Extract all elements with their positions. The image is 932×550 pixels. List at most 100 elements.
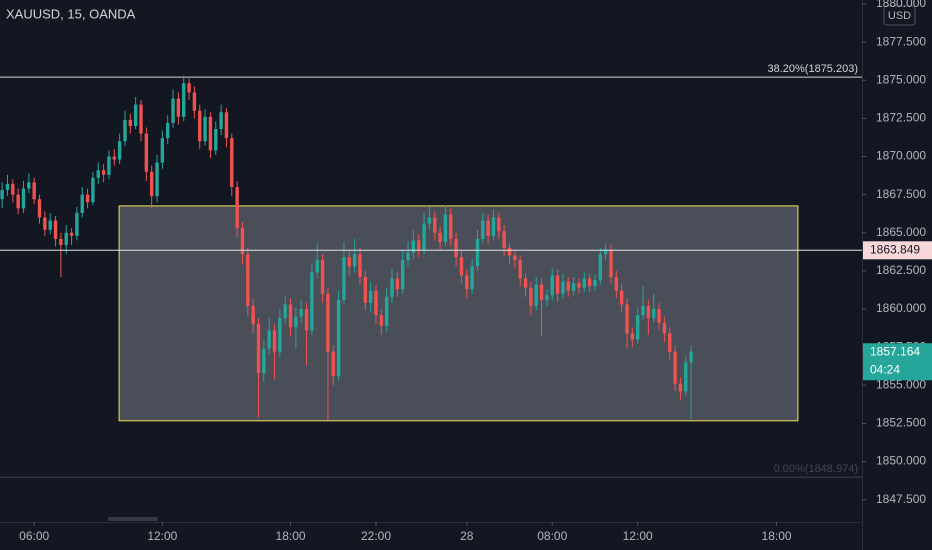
candle-body [662,322,667,334]
candle-body [582,278,586,288]
candle-body [593,280,597,287]
y-tick-label: 1852.500 [876,416,926,430]
candle-body [545,295,549,300]
y-tick-label: 1870.000 [876,149,926,163]
candle-body [53,220,58,239]
y-tick-label: 1855.000 [876,377,926,391]
last-price-label: 1857.164 [870,344,920,358]
candle-body [550,275,554,296]
candle-body [411,240,416,253]
candle-body [208,116,213,151]
candle-body [497,217,501,232]
candle-body [235,186,239,229]
x-tick-label: 08:00 [537,529,567,543]
candle-body [85,194,90,203]
currency-button[interactable] [883,5,916,26]
candle-body [646,305,651,319]
candle-body [107,156,111,175]
candle-body [347,257,351,267]
candle-body [668,333,672,352]
candle-body [278,318,282,352]
candle-body [283,304,287,319]
candle-body [21,188,26,209]
candle-body [16,194,20,209]
countdown-label: 04:24 [870,362,900,376]
candle-body [123,119,127,142]
candle-body [331,351,335,377]
candle-body [80,194,84,213]
y-tick-label: 1872.500 [876,111,926,125]
y-tick-label: 1847.500 [876,492,926,506]
candle-body [272,330,277,352]
candle-body [465,275,469,290]
candle-body [96,170,100,178]
candle-body [352,254,357,267]
candle-body [438,232,442,242]
y-tick-label: 1877.500 [876,34,926,48]
candle-body [427,217,432,224]
candle-body [454,238,458,258]
candle-body [11,183,15,195]
candle-body [470,266,474,290]
y-tick-label: 1867.500 [876,187,926,201]
candle-body [459,257,464,276]
candle-body [37,199,42,218]
candle-body [69,232,74,236]
x-tick-label: 12:00 [623,529,653,543]
candle-body [400,260,405,290]
candle-body [475,238,480,267]
candle-body [518,260,522,279]
plot-area [0,75,862,478]
y-tick-label: 1865.000 [876,225,926,239]
candle-body [230,138,234,187]
candle-body [166,122,170,139]
candle-body [555,275,560,294]
candle-body [652,309,656,319]
candle-body [326,293,330,352]
candle-body [523,278,528,288]
candle-body [203,116,207,142]
candle-body [673,351,677,384]
candle-body [374,290,378,316]
y-tick-label: 1862.500 [876,263,926,277]
candle-body [641,305,645,316]
y-tick-label: 1880.000 [876,0,926,10]
candle-body [176,98,181,117]
candle-body [657,309,661,323]
x-tick-label: 28 [460,529,474,543]
y-tick-label: 1860.000 [876,301,926,315]
x-tick-label: 18:00 [276,529,306,543]
candle-body [625,304,629,334]
candle-body [267,330,271,349]
y-tick-label: 1875.000 [876,72,926,86]
candle-body [598,254,603,281]
candle-body [491,217,496,236]
candle-body [422,223,426,250]
fib-label: 0.00%(1848.974) [774,463,858,475]
candle-body [304,309,309,331]
candle-body [609,249,613,277]
candle-body [619,290,624,305]
candle-body [171,98,175,123]
candle-body [310,272,314,331]
candle-body [101,170,106,175]
candle-body [529,287,533,306]
candle-body [5,183,10,191]
candle-body [443,214,448,242]
candle-body [0,190,4,200]
scroll-handle[interactable] [108,517,158,521]
candle-body [133,104,138,126]
candle-body [513,255,517,261]
y-tick-label: 1850.000 [876,454,926,468]
candle-body [251,305,255,325]
candle-body [256,324,261,374]
price-line-box [863,241,932,260]
candle-body [539,284,544,300]
candle-body [486,220,490,236]
candle-body [224,112,229,139]
candle-body [219,112,223,130]
candle-body [384,296,389,326]
candle-body [678,383,683,392]
